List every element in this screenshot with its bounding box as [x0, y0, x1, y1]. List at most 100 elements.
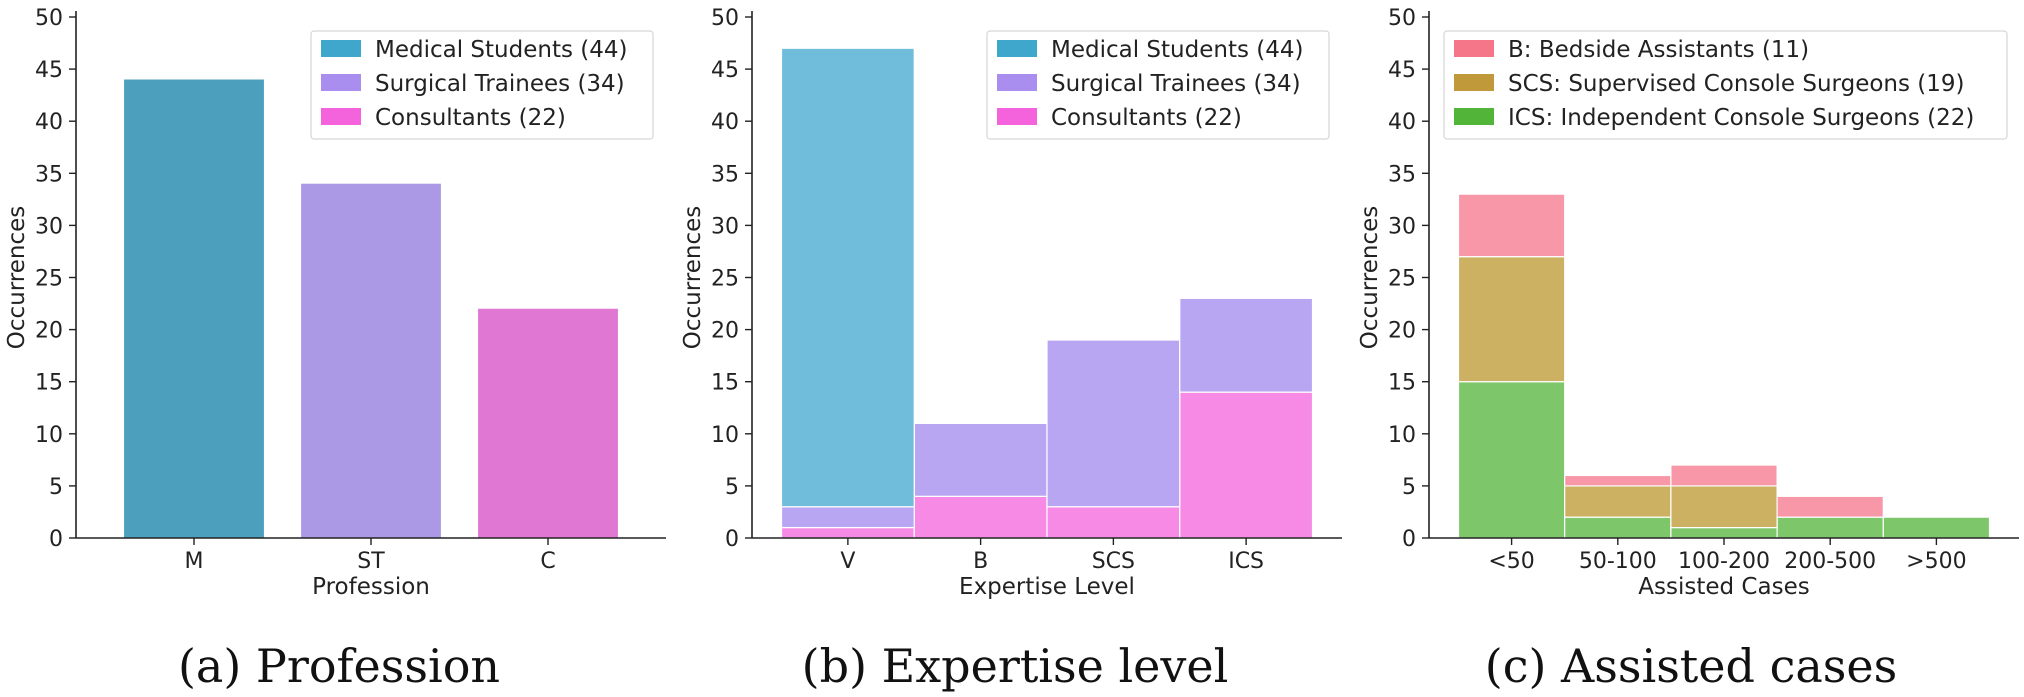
y-tick-label: 30 — [711, 214, 739, 239]
legend-label: ICS: Independent Console Surgeons (22) — [1508, 105, 1974, 131]
bar-segment — [1457, 256, 1566, 383]
legend-swatch — [1454, 40, 1494, 57]
y-tick-label: 35 — [35, 162, 63, 187]
y-tick-label: 5 — [49, 475, 63, 500]
legend-swatch — [997, 40, 1037, 57]
bar — [301, 183, 441, 538]
x-tick-label: >500 — [1906, 549, 1966, 574]
bar-segment — [1179, 297, 1314, 393]
legend-label: Medical Students (44) — [375, 37, 627, 63]
bar-segment — [1457, 381, 1566, 539]
legend-swatch — [1454, 108, 1494, 125]
legend-label: SCS: Supervised Console Surgeons (19) — [1508, 71, 1965, 97]
y-tick-label: 20 — [1388, 319, 1416, 344]
legend-frame — [310, 30, 654, 140]
x-tick-label: M — [185, 549, 204, 574]
y-tick-label: 20 — [35, 319, 63, 344]
x-axis-label: Expertise Level — [959, 574, 1135, 600]
y-axis-label: Occurrences — [680, 206, 706, 349]
y-tick-label: 50 — [35, 6, 63, 31]
bar-segment — [913, 495, 1048, 539]
bar-segment — [1776, 495, 1884, 518]
x-tick-label: 50-100 — [1579, 549, 1657, 574]
bar-segment — [1179, 391, 1314, 539]
bar-segment — [780, 47, 915, 508]
x-tick-label: <50 — [1488, 549, 1534, 574]
x-tick-label: ICS — [1228, 549, 1264, 574]
y-tick-label: 35 — [711, 162, 739, 187]
bar-segment — [1046, 339, 1181, 508]
x-tick-label: ST — [357, 549, 385, 574]
y-tick-label: 40 — [35, 110, 63, 135]
x-tick-label: V — [840, 549, 855, 574]
legend-label: Surgical Trainees (34) — [375, 71, 625, 97]
bar-segment — [1670, 526, 1778, 539]
bar-segment — [913, 422, 1048, 497]
legend-swatch — [321, 108, 361, 125]
y-tick-label: 0 — [725, 527, 739, 552]
y-tick-label: 10 — [35, 423, 63, 448]
legend: B: Bedside Assistants (11) SCS: Supervise… — [1443, 30, 2008, 140]
x-tick-label: B — [973, 549, 988, 574]
y-axis-label: Occurrences — [4, 206, 30, 349]
y-tick-label: 0 — [49, 527, 63, 552]
chart-caption: (a) Profession — [178, 639, 500, 693]
chart-caption: (c) Assisted cases — [1485, 639, 1897, 693]
bar — [478, 308, 618, 538]
legend-swatch — [997, 74, 1037, 91]
y-tick-label: 45 — [35, 58, 63, 83]
legend-frame — [1443, 30, 2008, 140]
y-tick-label: 15 — [1388, 371, 1416, 396]
legend-swatch — [321, 74, 361, 91]
legend-label: Surgical Trainees (34) — [1051, 71, 1301, 97]
y-tick-label: 20 — [711, 319, 739, 344]
chart-panel-2: 0 5 10 15 20 25 30 35 40 45 50 V B SCS ICS Expertise Le… — [680, 6, 1342, 693]
bar-segment — [1776, 516, 1884, 539]
y-tick-label: 30 — [35, 214, 63, 239]
y-tick-label: 5 — [1402, 475, 1416, 500]
bar-segment — [1670, 464, 1778, 487]
bar-segment — [1564, 485, 1672, 518]
legend-frame — [986, 30, 1330, 140]
y-tick-label: 50 — [711, 6, 739, 31]
legend-label: Medical Students (44) — [1051, 37, 1303, 63]
bar-segment — [1564, 516, 1672, 539]
bar-segment — [1564, 474, 1672, 487]
legend-label: Consultants (22) — [1051, 105, 1242, 131]
legend-label: Consultants (22) — [375, 105, 566, 131]
y-tick-label: 25 — [35, 267, 63, 292]
legend: Medical Students (44) Surgical Trainees (… — [986, 30, 1330, 140]
y-tick-label: 15 — [35, 371, 63, 396]
bar-segment — [780, 526, 915, 539]
bar-segment — [1882, 516, 1991, 539]
x-tick-label: C — [540, 549, 555, 574]
x-tick-label: 200-500 — [1784, 549, 1876, 574]
bar — [124, 79, 264, 539]
chart-panel-3: 0 5 10 15 20 25 30 35 40 45 50 <50 50-100 100-200 200-… — [1357, 6, 2019, 693]
y-tick-label: 15 — [711, 371, 739, 396]
legend-swatch — [997, 108, 1037, 125]
x-tick-label: SCS — [1092, 549, 1135, 574]
y-tick-label: 50 — [1388, 6, 1416, 31]
y-tick-label: 10 — [711, 423, 739, 448]
y-tick-label: 30 — [1388, 214, 1416, 239]
y-axis-label: Occurrences — [1357, 206, 1383, 349]
y-tick-label: 45 — [711, 58, 739, 83]
x-axis-label: Assisted Cases — [1638, 574, 1809, 600]
x-axis-label: Profession — [312, 574, 430, 600]
legend-swatch — [321, 40, 361, 57]
y-tick-label: 40 — [1388, 110, 1416, 135]
bar-segment — [780, 506, 915, 529]
bar-segment — [1046, 506, 1181, 539]
y-tick-label: 10 — [1388, 423, 1416, 448]
y-tick-label: 5 — [725, 475, 739, 500]
x-tick-label: 100-200 — [1678, 549, 1770, 574]
y-tick-label: 0 — [1402, 527, 1416, 552]
legend: Medical Students (44) Surgical Trainees (… — [310, 30, 654, 140]
y-tick-label: 45 — [1388, 58, 1416, 83]
y-tick-label: 25 — [1388, 267, 1416, 292]
y-tick-label: 35 — [1388, 162, 1416, 187]
bar-segment — [1457, 193, 1566, 258]
legend-label: B: Bedside Assistants (11) — [1508, 37, 1809, 63]
